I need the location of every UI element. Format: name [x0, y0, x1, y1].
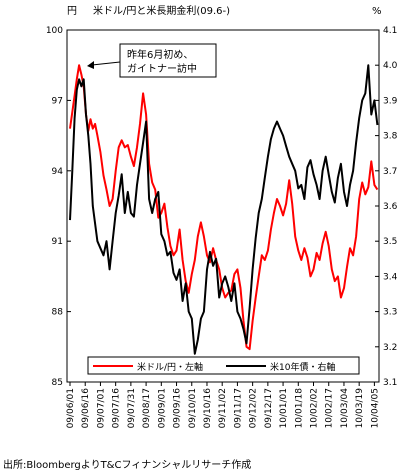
left-tick-label: 94: [52, 167, 64, 177]
left-tick-label: 97: [52, 96, 63, 106]
left-tick-label: 85: [52, 378, 63, 388]
x-tick-label: 10/02/17: [325, 388, 335, 428]
series-layer: [69, 64, 379, 355]
right-axis-unit: %: [372, 6, 382, 17]
x-tick-label: 09/10/01: [188, 388, 198, 428]
x-axis: 09/06/01 09/06/16 09/07/01 09/07/16 09/07/31…: [66, 382, 380, 428]
annotation-box: [119, 43, 217, 78]
annotation-text: 昨年6月初め、ガイトナー訪中: [127, 48, 197, 75]
left-axis-unit: 円: [67, 6, 77, 17]
right-tick-label: 4.1: [383, 26, 397, 36]
legend-label-us10y: 米10年債・右軸: [270, 361, 335, 373]
x-tick-label: 09/12/17: [264, 388, 274, 428]
right-tick-label: 4.0: [383, 61, 398, 71]
right-tick-label: 3.8: [383, 132, 398, 142]
source-note: 出所:BloombergよりT&Cフィナンシャルリサーチ作成: [3, 460, 252, 471]
annotation-arrow: [91, 61, 121, 66]
left-axis: 85 88 91 94 97 100: [46, 26, 71, 388]
x-tick-label: 09/06/16: [81, 388, 91, 429]
x-tick-label: 09/09/16: [173, 388, 183, 429]
plot-area: [66, 29, 380, 383]
x-tick-label: 09/07/16: [112, 388, 122, 429]
legend-label-usdjpy: 米ドル/円・左軸: [137, 361, 203, 373]
series-line-usdjpy: [69, 64, 379, 351]
x-tick-label: 09/09/01: [157, 388, 167, 428]
x-tick-label: 10/03/04: [340, 388, 350, 429]
annotation-arrowhead: [87, 61, 94, 69]
x-tick-label: 10/03/19: [355, 388, 365, 429]
chart-title: 米ドル/円と米長期金利(09.6-): [93, 4, 230, 17]
x-tick-label: 10/02/02: [310, 388, 320, 428]
x-tick-label: 09/11/17: [233, 388, 243, 428]
annotation-line: 昨年6月初め、: [127, 48, 193, 61]
right-tick-label: 3.1: [383, 378, 397, 388]
right-tick-label: 3.7: [383, 167, 397, 177]
legend: 米ドル/円・左軸 米10年債・右軸: [87, 356, 360, 375]
right-tick-label: 3.6: [383, 202, 398, 212]
right-tick-label: 3.3: [383, 308, 397, 318]
right-axis: 3.1 3.2 3.3 3.4 3.5 3.6 3.7 3.8 3.9 4.0 4.1: [375, 26, 398, 388]
x-tick-label: 09/07/01: [96, 388, 106, 428]
right-tick-label: 3.5: [383, 237, 397, 247]
x-tick-label: 09/11/02: [218, 388, 228, 428]
left-tick-label: 91: [52, 237, 63, 247]
x-tick-label: 10/01/01: [279, 388, 289, 428]
x-tick-label: 10/01/18: [294, 388, 304, 429]
right-tick-label: 3.9: [383, 96, 398, 106]
right-tick-label: 3.2: [383, 343, 397, 353]
left-tick-label: 100: [46, 26, 63, 36]
x-tick-label: 09/07/31: [127, 388, 137, 428]
series-line-us10y: [69, 64, 379, 355]
x-tick-label: 09/12/02: [249, 388, 259, 428]
x-tick-label: 10/04/05: [370, 388, 380, 428]
x-tick-label: 09/08/17: [142, 388, 152, 428]
left-tick-label: 88: [52, 308, 64, 318]
annotation: 昨年6月初め、ガイトナー訪中: [87, 43, 217, 78]
annotation-line: ガイトナー訪中: [127, 62, 197, 75]
right-tick-label: 3.4: [383, 272, 398, 282]
legend-box: [87, 356, 360, 375]
x-tick-label: 09/06/01: [66, 388, 76, 428]
x-tick-label: 09/10/16: [203, 388, 213, 429]
